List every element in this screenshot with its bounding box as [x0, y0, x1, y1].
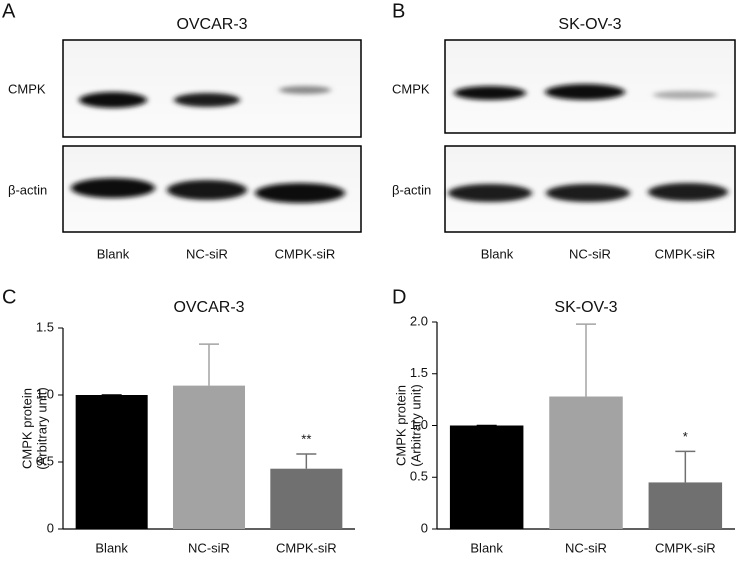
- y-tick-label: 0: [47, 520, 54, 535]
- x-tick-label: CMPK-siR: [276, 540, 337, 555]
- y-axis-label: (Arbitrary unit): [408, 384, 423, 466]
- x-tick-label: CMPK-siR: [655, 540, 716, 555]
- y-axis-label: (Arbitrary unit): [34, 387, 49, 469]
- x-tick-label: Blank: [95, 540, 128, 555]
- row-label: β-actin: [392, 182, 431, 197]
- lane-label: Blank: [481, 246, 514, 261]
- blot-a: [62, 39, 362, 233]
- blot-title: SK-OV-3: [558, 16, 621, 33]
- blot-title: OVCAR-3: [176, 16, 247, 33]
- y-tick-label: 1.5: [36, 319, 54, 334]
- y-tick-label: 1.5: [410, 365, 428, 380]
- bar: [648, 482, 723, 529]
- panel-letter: A: [2, 0, 16, 22]
- y-axis-label: CMPK protein: [19, 388, 34, 469]
- bands: [71, 86, 345, 203]
- row-label: CMPK: [392, 81, 430, 96]
- bar: [270, 468, 343, 529]
- y-tick-label: 0.5: [410, 469, 428, 484]
- significance: *: [683, 429, 688, 444]
- x-tick-label: NC-siR: [188, 540, 230, 555]
- chart-title: SK-OV-3: [554, 299, 617, 316]
- lane-label: Blank: [97, 246, 130, 261]
- lane-label: CMPK-siR: [655, 246, 716, 261]
- lane-label: NC-siR: [186, 246, 228, 261]
- panel-letter: B: [392, 0, 405, 22]
- chart-title: OVCAR-3: [173, 299, 244, 316]
- y-axis-label: CMPK protein: [393, 385, 408, 466]
- x-tick-label: Blank: [470, 540, 503, 555]
- panel-letter: D: [392, 286, 406, 308]
- x-tick-label: NC-siR: [565, 540, 607, 555]
- blot-b: [444, 39, 736, 233]
- y-tick-label: 1.0: [36, 386, 54, 401]
- bar: [549, 396, 623, 529]
- bar: [172, 385, 246, 529]
- row-label: β-actin: [8, 182, 47, 197]
- bands: [448, 84, 728, 202]
- panel-letter: C: [2, 286, 16, 308]
- significance: **: [301, 431, 311, 446]
- bar: [449, 425, 524, 529]
- bar: [75, 395, 148, 529]
- lane-label: NC-siR: [569, 246, 611, 261]
- y-tick-label: 0.5: [36, 453, 54, 468]
- row-label: CMPK: [8, 81, 46, 96]
- y-tick-label: 2.0: [410, 313, 428, 328]
- y-tick-label: 1.0: [410, 417, 428, 432]
- lane-label: CMPK-siR: [275, 246, 336, 261]
- y-tick-label: 0: [421, 520, 428, 535]
